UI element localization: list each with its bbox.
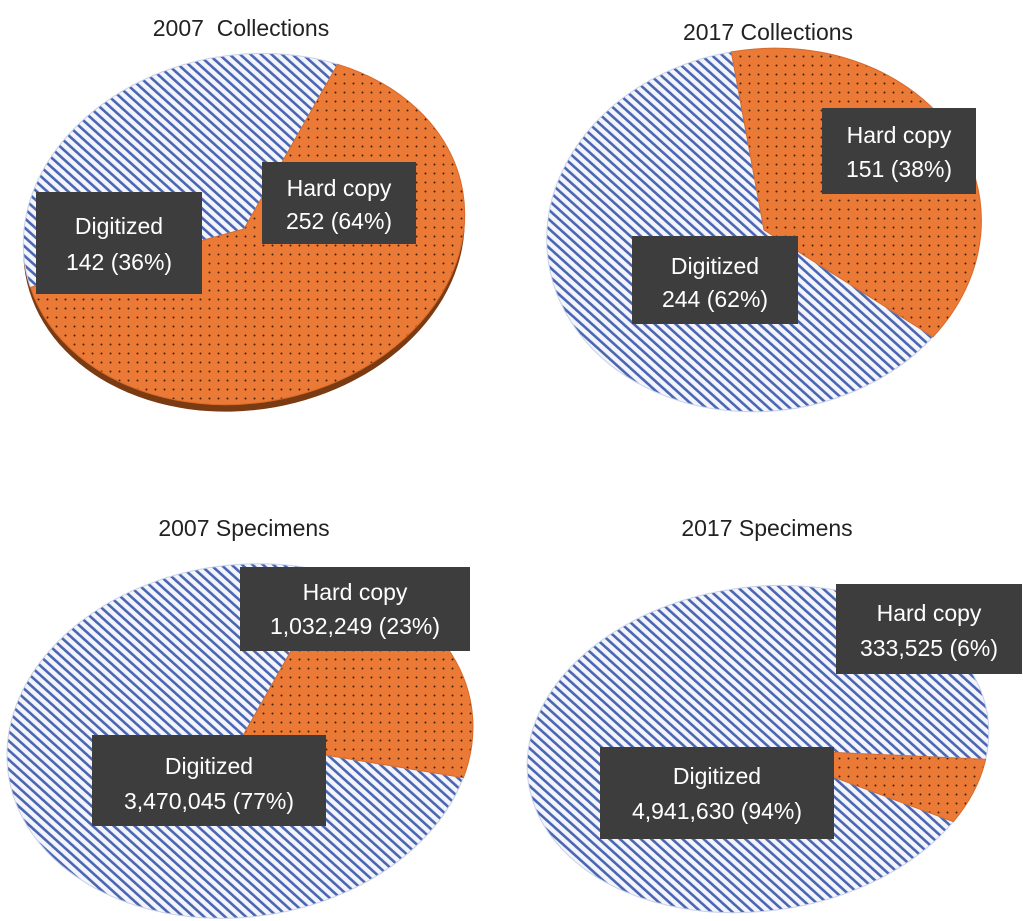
slice-label-hard-copy: Hard copy 1,032,249 (23%) [240,567,470,651]
slice-label-value: 252 (64%) [286,208,392,234]
chart-2007-collections: 2007 Collections Hard copy 252 (64%) Dig… [22,15,466,412]
slice-label-digitized: Digitized 4,941,630 (94%) [600,747,834,839]
slice-label-hard-copy: Hard copy 151 (38%) [822,108,976,194]
slice-label-digitized: Digitized 244 (62%) [632,236,798,324]
slice-label-name: Digitized [673,763,761,789]
chart-2017-specimens: 2017 Specimens Hard copy 333,525 (6%) Di… [526,515,1022,914]
slice-label-digitized: Digitized 3,470,045 (77%) [92,735,326,826]
chart-2007-specimens: 2007 Specimens Hard copy 1,032,249 (23%)… [6,515,474,919]
chart-title: 2017 Specimens [681,515,852,541]
slice-label-name: Digitized [671,253,759,279]
slice-label-name: Hard copy [847,122,952,148]
slice-label-hard-copy: Hard copy 252 (64%) [262,162,416,244]
chart-title: 2007 Collections [153,15,329,41]
chart-title: 2007 Specimens [158,515,329,541]
slice-label-value: 3,470,045 (77%) [124,788,294,814]
pie-slice-hard-copy [29,63,466,406]
slice-label-value: 333,525 (6%) [860,635,998,661]
slice-label-hard-copy: Hard copy 333,525 (6%) [836,584,1022,674]
slice-label-value: 4,941,630 (94%) [632,798,802,824]
chart-title: 2017 Collections [683,19,853,45]
slice-label-value: 151 (38%) [846,156,952,182]
slice-label-name: Hard copy [877,600,982,626]
chart-2017-collections: 2017 Collections Hard copy 151 (38%) Dig… [546,19,982,413]
slice-label-name: Hard copy [287,175,392,201]
slice-label-value: 142 (36%) [66,249,172,275]
slice-label-value: 1,032,249 (23%) [270,613,440,639]
slice-label-digitized: Digitized 142 (36%) [36,192,202,294]
slice-label-value: 244 (62%) [662,286,768,312]
slice-label-name: Digitized [75,213,163,239]
slice-label-name: Digitized [165,753,253,779]
slice-label-name: Hard copy [303,579,408,605]
